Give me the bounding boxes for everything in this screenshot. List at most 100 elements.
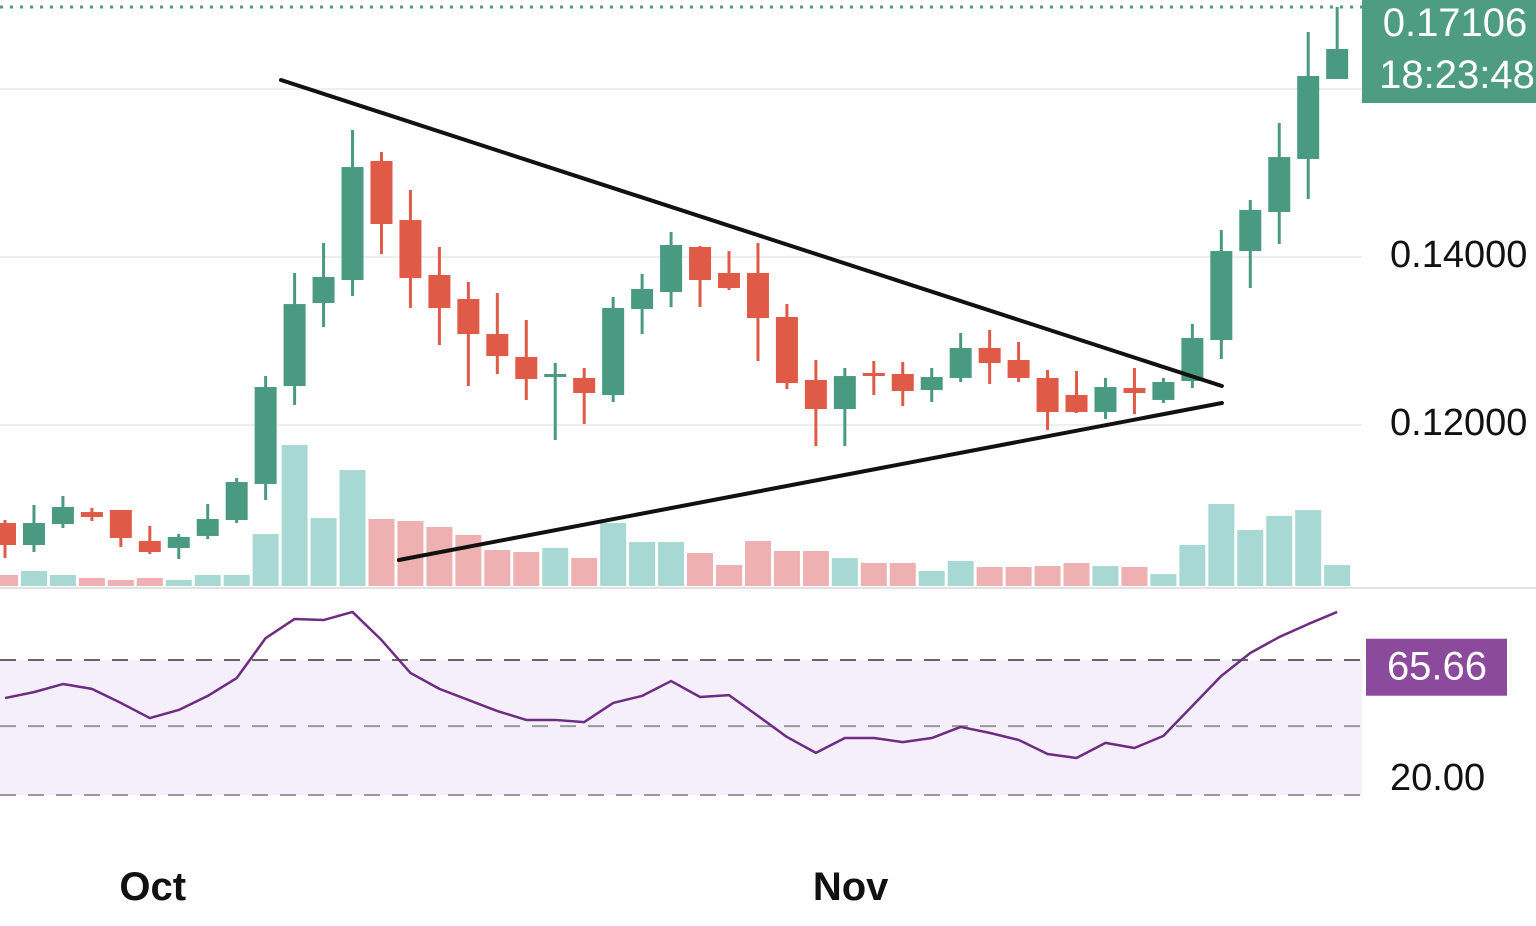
- volume-bar: [0, 575, 18, 586]
- candle-body: [1123, 388, 1146, 393]
- rsi-band: [0, 659, 1362, 796]
- volume-bar: [165, 580, 192, 586]
- volume-bar: [1121, 567, 1148, 586]
- volume-bar: [1092, 566, 1119, 586]
- candle-body: [341, 167, 364, 281]
- volume-bar: [976, 567, 1003, 586]
- rsi-axis: 65.66 20.00: [1366, 638, 1507, 799]
- time-tick-oct: Oct: [119, 865, 186, 909]
- rsi-band-fill: [0, 660, 1362, 795]
- volume-bar: [310, 518, 337, 586]
- candle-body: [1065, 395, 1088, 412]
- candle-body: [225, 482, 248, 521]
- volume-bar: [223, 575, 250, 586]
- triangle-trendlines: [278, 78, 1224, 562]
- rsi-tick-label: 20.00: [1390, 757, 1485, 799]
- volume-bar: [629, 542, 656, 586]
- volume-bar: [1208, 504, 1235, 586]
- volume-bar: [860, 563, 887, 586]
- candle-countdown: 18:23:48: [1379, 53, 1535, 97]
- candle-body: [1094, 387, 1117, 412]
- volume-bar: [1179, 545, 1206, 586]
- candle-body: [515, 356, 538, 379]
- volume-bar: [136, 578, 163, 586]
- candle-body: [399, 220, 422, 278]
- candle-body: [660, 244, 683, 293]
- candle-body: [370, 160, 393, 224]
- candle-body: [573, 377, 596, 393]
- volume-bar: [658, 542, 685, 586]
- candle-body: [486, 334, 509, 357]
- volume-bar: [571, 558, 598, 586]
- volume-bar: [252, 534, 279, 586]
- volume-bar: [513, 552, 540, 586]
- candle-body: [718, 272, 740, 288]
- volume-bar: [78, 578, 105, 586]
- candle-body: [833, 376, 856, 410]
- volume-bar: [49, 575, 76, 586]
- candle-body: [1007, 359, 1030, 378]
- candle-body: [22, 523, 45, 546]
- trendline: [396, 400, 1224, 562]
- candle-body: [283, 304, 306, 387]
- candle-body: [804, 379, 827, 410]
- candle-body: [602, 307, 625, 396]
- volume-bar: [1324, 565, 1351, 586]
- current-price-label: 0.17106 18:23:48: [1362, 0, 1536, 103]
- candle-body: [1036, 377, 1059, 412]
- candle-body: [746, 272, 769, 318]
- price-tick-label: 0.14000: [1390, 234, 1527, 276]
- candle-body: [196, 518, 219, 536]
- volume-bar: [1034, 566, 1061, 586]
- current-price-value: 0.17106: [1383, 1, 1528, 45]
- candle-body: [1297, 75, 1320, 159]
- candles: [0, 7, 1349, 559]
- volume-bar: [1266, 516, 1293, 586]
- candle-body: [689, 247, 712, 281]
- volume-bar: [947, 561, 974, 586]
- volume-bar: [1005, 567, 1032, 586]
- candle-body: [920, 377, 943, 390]
- volume-bar: [426, 527, 453, 586]
- price-axis: 0.14000 0.12000: [1390, 234, 1527, 444]
- volume-bar: [339, 470, 366, 586]
- time-tick-nov: Nov: [813, 865, 889, 909]
- candle-body: [891, 374, 914, 391]
- volume-bar: [802, 551, 829, 586]
- volume-bar: [744, 541, 771, 586]
- candle-body: [949, 347, 972, 378]
- candle-body: [109, 510, 132, 538]
- volume-bar: [542, 548, 569, 586]
- candle-body: [1181, 337, 1204, 381]
- candle-body: [1239, 209, 1262, 252]
- volume-bar: [1150, 574, 1177, 586]
- candle-body: [80, 512, 103, 517]
- candle-body: [167, 536, 190, 548]
- time-axis: Oct Nov: [119, 865, 889, 909]
- volume-bar: [281, 445, 308, 586]
- current-price-box: [1362, 0, 1536, 103]
- volume-bar: [484, 550, 511, 586]
- trendline: [278, 78, 1224, 389]
- candle-body: [1326, 49, 1349, 80]
- candle-body: [1268, 157, 1291, 212]
- volume-bar: [687, 553, 714, 586]
- volume-bar: [918, 571, 945, 586]
- candle-body: [1152, 381, 1175, 400]
- candle-body: [312, 276, 335, 304]
- candle-body: [775, 316, 798, 383]
- volume-bar: [455, 535, 482, 586]
- volume-bar: [368, 519, 395, 586]
- candle-body: [0, 523, 16, 546]
- volume-bar: [20, 571, 47, 586]
- rsi-value-box: [1366, 638, 1507, 696]
- candle-body: [51, 506, 74, 525]
- volume-bar: [831, 558, 858, 586]
- volume-bar: [716, 565, 742, 586]
- candle-body: [978, 347, 1001, 364]
- rsi-line: [4, 610, 1338, 760]
- volume-bars: [0, 445, 1351, 586]
- candle-body: [138, 541, 161, 553]
- volume-bar: [1063, 563, 1090, 586]
- candle-body: [544, 374, 567, 378]
